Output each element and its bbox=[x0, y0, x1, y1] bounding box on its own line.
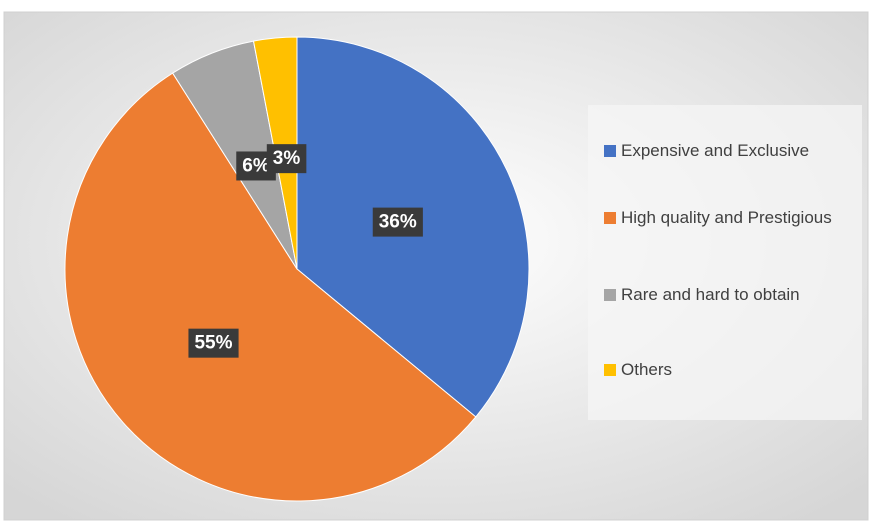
legend-label: Rare and hard to obtain bbox=[621, 285, 800, 304]
legend-label: High quality and Prestigious bbox=[621, 208, 832, 227]
data-label-box bbox=[266, 144, 307, 174]
data-label: 36% bbox=[379, 212, 417, 233]
data-label: 55% bbox=[194, 333, 232, 354]
legend-label: Others bbox=[621, 360, 673, 379]
data-label-box bbox=[188, 328, 239, 358]
legend-item: Rare and hard to obtain bbox=[604, 282, 839, 307]
data-label-box bbox=[372, 207, 423, 237]
legend-swatch bbox=[604, 145, 616, 157]
legend-label: Expensive and Exclusive bbox=[621, 141, 810, 160]
data-label: 6% bbox=[242, 155, 270, 176]
legend-item: Others bbox=[604, 357, 839, 382]
legend-swatch bbox=[604, 212, 616, 224]
legend-item: High quality and Prestigious bbox=[604, 205, 839, 230]
data-label: 3% bbox=[273, 148, 301, 169]
legend: Expensive and Exclusive High quality and … bbox=[588, 105, 862, 420]
legend-swatch bbox=[604, 289, 616, 301]
legend-item: Expensive and Exclusive bbox=[604, 138, 839, 163]
legend-swatch bbox=[604, 364, 616, 376]
pie-slice bbox=[64, 72, 477, 502]
